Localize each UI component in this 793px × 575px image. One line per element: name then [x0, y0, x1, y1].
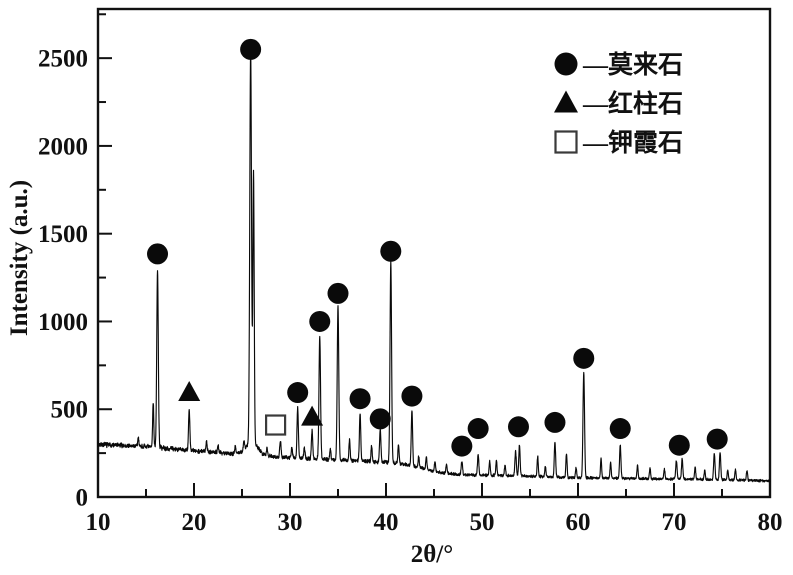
x-tick-label: 60 [566, 509, 591, 536]
mullite-peak-marker-circle-icon [401, 385, 423, 407]
kaliophilite-square-icon [554, 130, 578, 154]
mullite-peak-marker-circle-icon [609, 418, 631, 440]
mullite-peak-marker-circle-icon [369, 408, 391, 430]
x-tick-label: 10 [86, 509, 111, 536]
mullite-peak-marker-circle-icon [544, 411, 566, 433]
mullite-peak-marker-circle-icon [240, 38, 262, 60]
y-tick-label: 1500 [38, 221, 88, 248]
andalusite-triangle-icon [178, 381, 201, 402]
legend: —莫来石 —红柱石 —钾霞石 [554, 51, 683, 157]
legend-item: —莫来石 [554, 51, 683, 79]
y-tick-label: 500 [51, 397, 89, 424]
x-tick-label: 70 [662, 509, 687, 536]
mullite-peak-marker-circle-icon [327, 282, 349, 304]
xrd-trace [97, 49, 771, 483]
mullite-peak-marker-circle-icon [668, 434, 690, 456]
legend-item-label: —钾霞石 [582, 129, 683, 157]
y-tick-label: 1000 [38, 309, 88, 336]
x-tick-label: 50 [470, 509, 495, 536]
mullite-peak-marker-circle-icon [507, 416, 529, 438]
mullite-peak-marker-circle-icon [573, 347, 595, 369]
y-tick-label: 2500 [38, 46, 88, 73]
x-tick-label: 20 [182, 509, 207, 536]
mullite-peak-marker-circle-icon [349, 388, 371, 410]
trace-group [97, 49, 771, 483]
andalusite-triangle-icon [554, 90, 578, 113]
andalusite-triangle-icon [301, 405, 324, 426]
y-tick-label: 0 [76, 485, 89, 512]
mullite-peak-marker-circle-icon [309, 310, 331, 332]
legend-item: —钾霞石 [554, 129, 683, 157]
mullite-peak-marker-circle-icon [287, 382, 309, 404]
legend-circle-icon [554, 52, 578, 76]
mullite-peak-marker-circle-icon [147, 243, 169, 265]
legend-item-label: —红柱石 [582, 89, 683, 118]
legend-item-label: —莫来石 [582, 51, 683, 79]
mullite-peak-marker-circle-icon [380, 240, 402, 262]
x-tick-label: 80 [758, 509, 783, 536]
legend-item: —红柱石 [554, 89, 683, 118]
x-axis-label: 2θ/° [411, 541, 454, 568]
plot-border [96, 7, 772, 499]
y-axis-label: Intensity (a.u.) [6, 180, 33, 336]
mullite-peak-marker-circle-icon [706, 428, 728, 450]
mullite-peak-marker-circle-icon [451, 435, 473, 457]
peak-marker-group [147, 38, 728, 457]
plot-area: 0 500 1000 1500 2000 2500 10 20 30 40 50 60 70 80 [38, 7, 783, 536]
kaliophilite-square-icon [265, 414, 287, 436]
x-tick-label: 30 [278, 509, 303, 536]
y-tick-label: 2000 [38, 133, 88, 160]
mullite-peak-marker-circle-icon [467, 418, 489, 440]
x-tick-label: 40 [374, 509, 399, 536]
